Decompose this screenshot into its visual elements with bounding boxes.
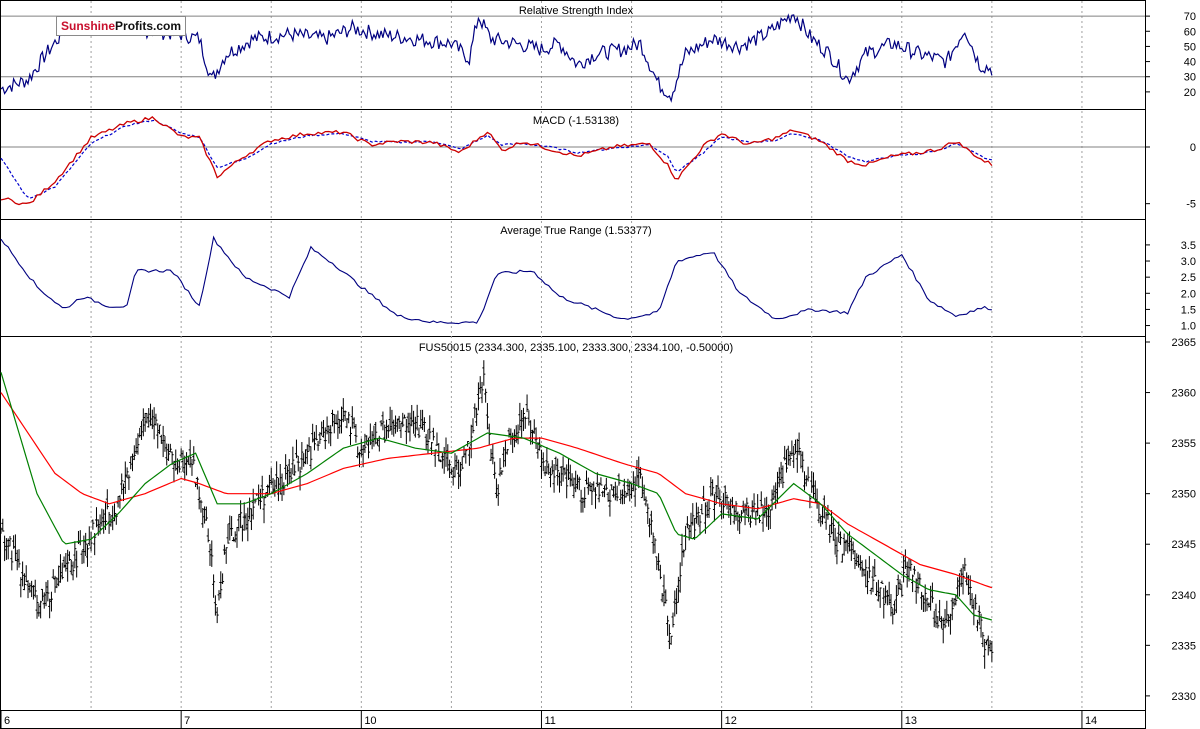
moving-average-slow-line: [0, 392, 993, 589]
axis-tick-label: 2.5: [1181, 272, 1196, 284]
x-axis-label: 13: [905, 715, 917, 727]
axis-tick-label: 40: [1184, 57, 1196, 69]
price-bars: [0, 360, 994, 669]
axis-tick-label: 3.5: [1181, 240, 1196, 252]
axis-tick-label: 2330: [1172, 691, 1196, 703]
logo-part-sunshine: Sunshine: [61, 19, 116, 33]
price-frame: [0, 336, 1146, 711]
rsi-axis-ticks: 70 60 50 40 30 20: [1145, 11, 1196, 99]
x-axis-label: 11: [544, 715, 555, 727]
axis-tick-label: 2360: [1172, 388, 1196, 400]
x-axis-label: 6: [4, 715, 10, 727]
axis-tick-label: 2335: [1172, 640, 1196, 652]
xaxis-frame: [0, 710, 1146, 729]
price-axis-ticks: 2365 2360 2355 2350 2345 2340 2335 2330: [1145, 337, 1196, 703]
logo-part-profits: Profits.com: [115, 19, 182, 33]
x-axis-label: 7: [184, 715, 190, 727]
axis-tick-label: 20: [1184, 87, 1196, 99]
reference-lines: [1, 15, 1145, 148]
macd-signal-line: [0, 119, 992, 199]
atr-frame: [0, 219, 1146, 337]
axis-tick-label: 3.0: [1181, 256, 1196, 268]
axis-tick-label: 70: [1184, 11, 1196, 23]
vertical-gridlines: [90, 1, 1083, 710]
price-title: FUS50015 (2334.300, 2335.100, 2333.300, …: [419, 342, 733, 354]
x-axis-labels: 6 7 10 11 12 13 14: [0, 711, 1097, 728]
moving-average-fast-line: [0, 372, 993, 621]
axis-tick-label: -5: [1186, 199, 1196, 211]
x-axis-label: 12: [725, 715, 737, 727]
macd-title: MACD (-1.53138): [533, 115, 619, 127]
axis-tick-label: 50: [1184, 41, 1196, 53]
sunshine-profits-logo: SunshineProfits.com: [56, 16, 187, 36]
axis-tick-label: 30: [1184, 72, 1196, 84]
x-axis-label: 14: [1085, 715, 1097, 727]
axis-tick-label: 2.0: [1181, 288, 1196, 300]
axis-tick-label: 2365: [1172, 337, 1196, 349]
atr-title: Average True Range (1.53377): [500, 225, 651, 237]
axis-tick-label: 1.5: [1181, 304, 1196, 316]
axis-tick-label: 2345: [1172, 539, 1196, 551]
x-axis-label: 10: [364, 715, 376, 727]
rsi-title: Relative Strength Index: [519, 5, 634, 17]
axis-tick-label: 0: [1190, 142, 1196, 154]
macd-line: [0, 116, 993, 206]
axis-tick-label: 2355: [1172, 438, 1196, 450]
atr-line: [0, 235, 992, 325]
axis-tick-label: 2340: [1172, 590, 1196, 602]
macd-axis-ticks: 0 -5: [1145, 142, 1196, 211]
axis-tick-label: 1.0: [1181, 321, 1196, 333]
atr-axis-ticks: 3.5 3.0 2.5 2.0 1.5 1.0: [1145, 240, 1196, 333]
axis-tick-label: 2350: [1172, 489, 1196, 501]
axis-tick-label: 60: [1184, 26, 1196, 38]
